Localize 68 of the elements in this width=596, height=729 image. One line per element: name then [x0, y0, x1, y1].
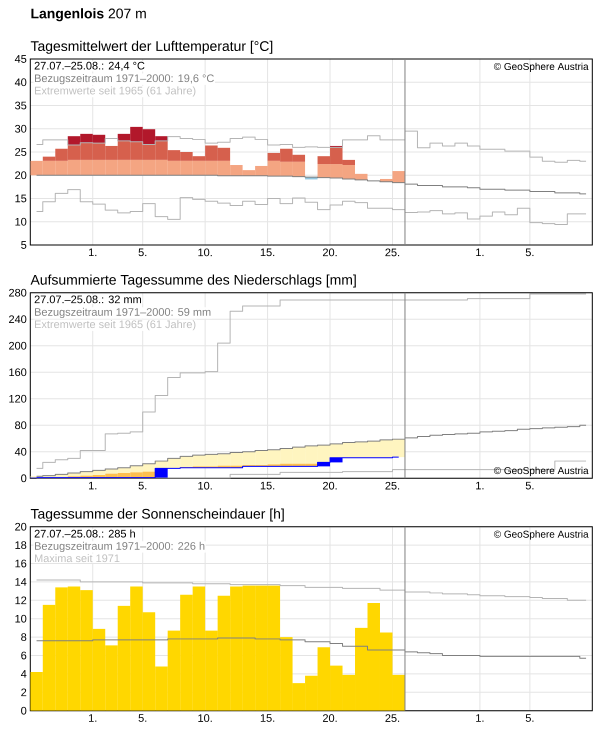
y-tick-label: 6: [21, 652, 26, 660]
x-tick-label: 10.: [198, 482, 212, 490]
chart-title: Aufsummierte Tagessumme des Niederschlags [mm]: [30, 274, 356, 288]
x-tick-label: 10.: [198, 248, 212, 256]
y-tick-label: 18: [15, 541, 26, 549]
annotation: Extremwerte seit 1965 (61 Jahre): [35, 86, 196, 97]
x-tick-label: 15.: [260, 482, 274, 490]
annotation: Bezugszeitraum 1971–2000: 59 mm: [35, 308, 210, 318]
annotation: © GeoSphere Austria: [494, 466, 589, 476]
annotation: © GeoSphere Austria: [494, 62, 589, 72]
y-tick-label: 200: [9, 342, 26, 350]
y-tick-label: 240: [9, 315, 26, 324]
chart-subtitle: Tagesmittelwert der Lufttemperatur [°C]: [30, 40, 272, 54]
y-tick-label: 2: [21, 688, 26, 696]
y-tick-label: 20: [15, 171, 26, 180]
annotation: 27.07.–25.08.: 24,4 °C: [34, 62, 144, 71]
y-tick-label: 10: [15, 614, 26, 623]
y-tick-label: 0: [21, 706, 26, 715]
y-tick-label: 280: [9, 288, 26, 297]
x-tick-label: 1.: [89, 248, 96, 256]
annotation: Extremwerte seit 1965 (61 Jahre): [35, 320, 196, 330]
x-tick-label: 1.: [89, 482, 96, 490]
y-tick-label: 16: [15, 560, 26, 568]
y-tick-label: 12: [15, 596, 26, 604]
x-tick-label: 25.: [385, 248, 400, 256]
x-tick-label: 5.: [526, 714, 534, 722]
chart-title: Langenlois 207 m: [31, 8, 146, 22]
chart-title: Tagessumme der Sonnenscheindauer [h]: [30, 508, 284, 522]
x-tick-label: 20.: [322, 248, 337, 256]
y-tick-label: 5: [21, 241, 26, 249]
annotation: Bezugszeitraum 1971–2000: 19,6 °C: [35, 74, 214, 84]
y-tick-label: 40: [14, 78, 26, 86]
x-tick-label: 5.: [138, 248, 146, 256]
annotation: © GeoSphere Austria: [494, 530, 589, 540]
y-tick-label: 10: [15, 218, 26, 226]
y-tick-label: 14: [15, 578, 26, 586]
annotation: Maxima seit 1971: [35, 554, 120, 562]
x-tick-label: 1.: [476, 714, 484, 722]
annotation: 27.07.–25.08.: 285 h: [34, 530, 135, 538]
y-tick-label: 30: [15, 124, 26, 133]
x-tick-label: 25.: [385, 714, 400, 722]
x-tick-label: 25.: [385, 482, 400, 490]
x-tick-label: 5.: [526, 482, 534, 490]
y-tick-label: 0: [21, 474, 26, 482]
annotation: Bezugszeitraum 1971–2000: 226 h: [35, 542, 204, 552]
x-tick-label: 15.: [260, 248, 274, 256]
y-tick-label: 160: [9, 368, 26, 376]
x-tick-label: 15.: [260, 714, 274, 722]
x-tick-label: 1.: [476, 248, 484, 256]
y-tick-label: 45: [14, 55, 26, 63]
x-tick-label: 5.: [526, 248, 534, 256]
y-tick-label: 20: [15, 522, 26, 531]
y-tick-label: 15: [15, 194, 26, 202]
x-tick-label: 20.: [322, 714, 337, 722]
x-tick-label: 1.: [89, 714, 96, 722]
y-tick-label: 35: [15, 102, 26, 110]
x-tick-label: 10.: [198, 714, 212, 722]
y-tick-label: 80: [15, 421, 26, 430]
y-tick-label: 8: [21, 633, 26, 641]
x-tick-label: 1.: [476, 482, 484, 490]
y-tick-label: 40: [14, 448, 26, 456]
x-tick-label: 5.: [138, 714, 146, 722]
x-tick-label: 5.: [138, 482, 146, 490]
y-tick-label: 25: [15, 148, 26, 156]
y-tick-label: 4: [20, 670, 26, 678]
x-tick-label: 20.: [322, 482, 337, 490]
y-tick-label: 120: [9, 394, 26, 403]
annotation: 27.07.–25.08.: 32 mm: [34, 296, 141, 304]
